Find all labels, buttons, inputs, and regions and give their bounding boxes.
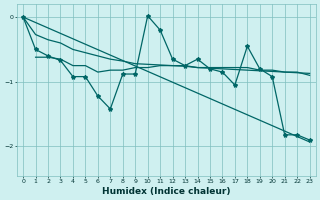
X-axis label: Humidex (Indice chaleur): Humidex (Indice chaleur) — [102, 187, 231, 196]
